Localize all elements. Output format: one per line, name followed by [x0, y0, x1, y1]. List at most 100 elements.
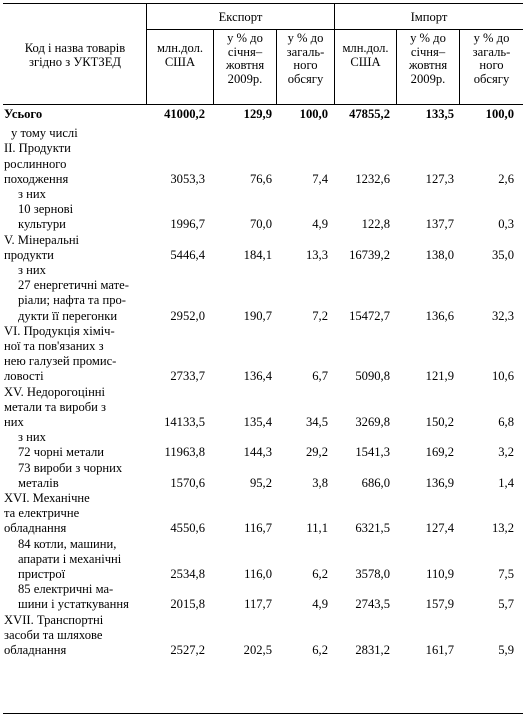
cell-value: 5446,4 — [170, 247, 205, 262]
cell-value: 1541,3 — [355, 445, 390, 460]
cell-value: 3,8 — [312, 475, 328, 490]
divider-5 — [396, 29, 397, 105]
row-label: ної та пов'язаних з — [4, 339, 104, 353]
row-label: з них — [18, 187, 46, 201]
row-label: апарати і механічні — [18, 551, 122, 566]
cell-value: 2015,8 — [170, 597, 205, 612]
row-label: них — [4, 415, 24, 429]
cell-value: 6,8 — [498, 415, 514, 429]
cell-value: 6321,5 — [355, 521, 390, 536]
cell-value: 117,7 — [244, 597, 272, 612]
cell-value: 144,3 — [243, 445, 272, 460]
cell-value: 7,5 — [498, 567, 514, 581]
cell-value: 13,3 — [305, 247, 328, 262]
column-header: у % до загаль-ного обсягу — [472, 31, 511, 86]
cell-value: 10,6 — [491, 369, 514, 384]
cell-value: 76,6 — [249, 171, 272, 186]
row-label: XVI. Механічне — [4, 491, 90, 505]
cell-value: 686,0 — [361, 475, 390, 490]
row-label: культури — [18, 217, 66, 232]
cell-value: 1232,6 — [355, 171, 390, 186]
row-label: походження — [4, 171, 69, 186]
cell-value: 116,7 — [244, 521, 272, 536]
cell-value: 41000,2 — [164, 107, 205, 121]
cell-value: 136,6 — [425, 308, 454, 323]
row-label: метали та вироби з — [4, 399, 107, 414]
cell-value: 1,4 — [498, 475, 514, 490]
export-group-header: Експорт — [218, 10, 263, 24]
cell-value: 2,6 — [498, 171, 514, 186]
cell-value: 2527,2 — [170, 643, 205, 657]
cell-value: 15472,7 — [349, 308, 390, 323]
divider-1 — [146, 3, 147, 105]
row-label: продукти — [4, 247, 54, 262]
row-label: у тому числі — [11, 126, 78, 141]
cell-value: 190,7 — [243, 308, 272, 323]
cell-value: 122,8 — [361, 217, 390, 232]
row-label: з них — [18, 430, 46, 445]
code-name-header: Код і назва товарів згідно з УКТЗЕД — [24, 41, 126, 69]
cell-value: 6,7 — [312, 369, 328, 384]
row-label: 27 енергетичні мате- — [18, 278, 129, 293]
divider-4 — [334, 3, 335, 105]
row-label: 72 чорні метали — [18, 445, 104, 460]
cell-value: 3,2 — [498, 445, 514, 460]
cell-value: 3053,3 — [170, 171, 205, 186]
row-label: ловості — [4, 369, 44, 384]
row-label: металів — [18, 475, 59, 490]
cell-value: 11963,8 — [164, 445, 205, 460]
cell-value: 138,0 — [425, 247, 454, 262]
cell-value: 32,3 — [491, 308, 514, 323]
cell-value: 2952,0 — [170, 308, 205, 323]
row-label: II. Продукти — [4, 141, 71, 156]
row-label: та електричне — [4, 506, 80, 521]
cell-value: 2743,5 — [355, 597, 390, 612]
column-header: у % до січня– жовтня 2009р. — [408, 31, 448, 86]
row-label: XV. Недорогоцінні — [4, 384, 106, 399]
cell-value: 7,4 — [312, 171, 328, 186]
column-header: у % до січня– жовтня 2009р. — [225, 31, 265, 86]
cell-value: 121,9 — [425, 369, 454, 384]
cell-value: 16739,2 — [349, 247, 390, 262]
cell-value: 135,4 — [243, 415, 272, 429]
cell-value: 29,2 — [305, 445, 328, 460]
cell-value: 6,2 — [312, 643, 328, 657]
cell-value: 4550,6 — [170, 521, 205, 536]
column-header: млн.дол. США — [156, 41, 204, 69]
cell-value: 169,2 — [425, 445, 454, 460]
cell-value: 100,0 — [299, 107, 328, 121]
column-header: млн.дол. США — [342, 41, 389, 69]
cell-value: 127,4 — [425, 521, 454, 536]
cell-value: 157,9 — [425, 597, 454, 612]
cell-value: 1570,6 — [170, 475, 205, 490]
cell-value: 127,3 — [425, 171, 454, 186]
cell-value: 5,9 — [498, 643, 514, 657]
row-label: пристрої — [18, 567, 66, 581]
cell-value: 35,0 — [491, 247, 514, 262]
cell-value: 7,2 — [312, 308, 328, 323]
cell-value: 5090,8 — [355, 369, 390, 384]
cell-value: 1996,7 — [170, 217, 205, 232]
cell-value: 184,1 — [243, 247, 272, 262]
top-rule — [3, 3, 523, 4]
bottom-rule — [3, 713, 523, 714]
cell-value: 4,9 — [312, 217, 328, 232]
cell-value: 137,7 — [425, 217, 454, 232]
row-label: рослинного — [4, 156, 67, 171]
cell-value: 34,5 — [305, 415, 328, 429]
cell-value: 133,5 — [425, 107, 454, 121]
cell-value: 95,2 — [249, 475, 272, 490]
cell-value: 161,7 — [425, 643, 454, 657]
cell-value: 6,2 — [312, 567, 328, 581]
cell-value: 136,4 — [243, 369, 272, 384]
row-label: нею галузей промис- — [4, 354, 117, 369]
cell-value: 11,1 — [306, 521, 328, 536]
cell-value: 0,3 — [498, 217, 514, 232]
cell-value: 3578,0 — [355, 567, 390, 581]
cell-value: 47855,2 — [349, 107, 390, 121]
cell-value: 116,0 — [244, 567, 272, 581]
row-label: обладнання — [4, 643, 67, 657]
row-label: ріали; нафта та про- — [18, 293, 126, 308]
row-label: шини і устаткування — [18, 597, 129, 612]
